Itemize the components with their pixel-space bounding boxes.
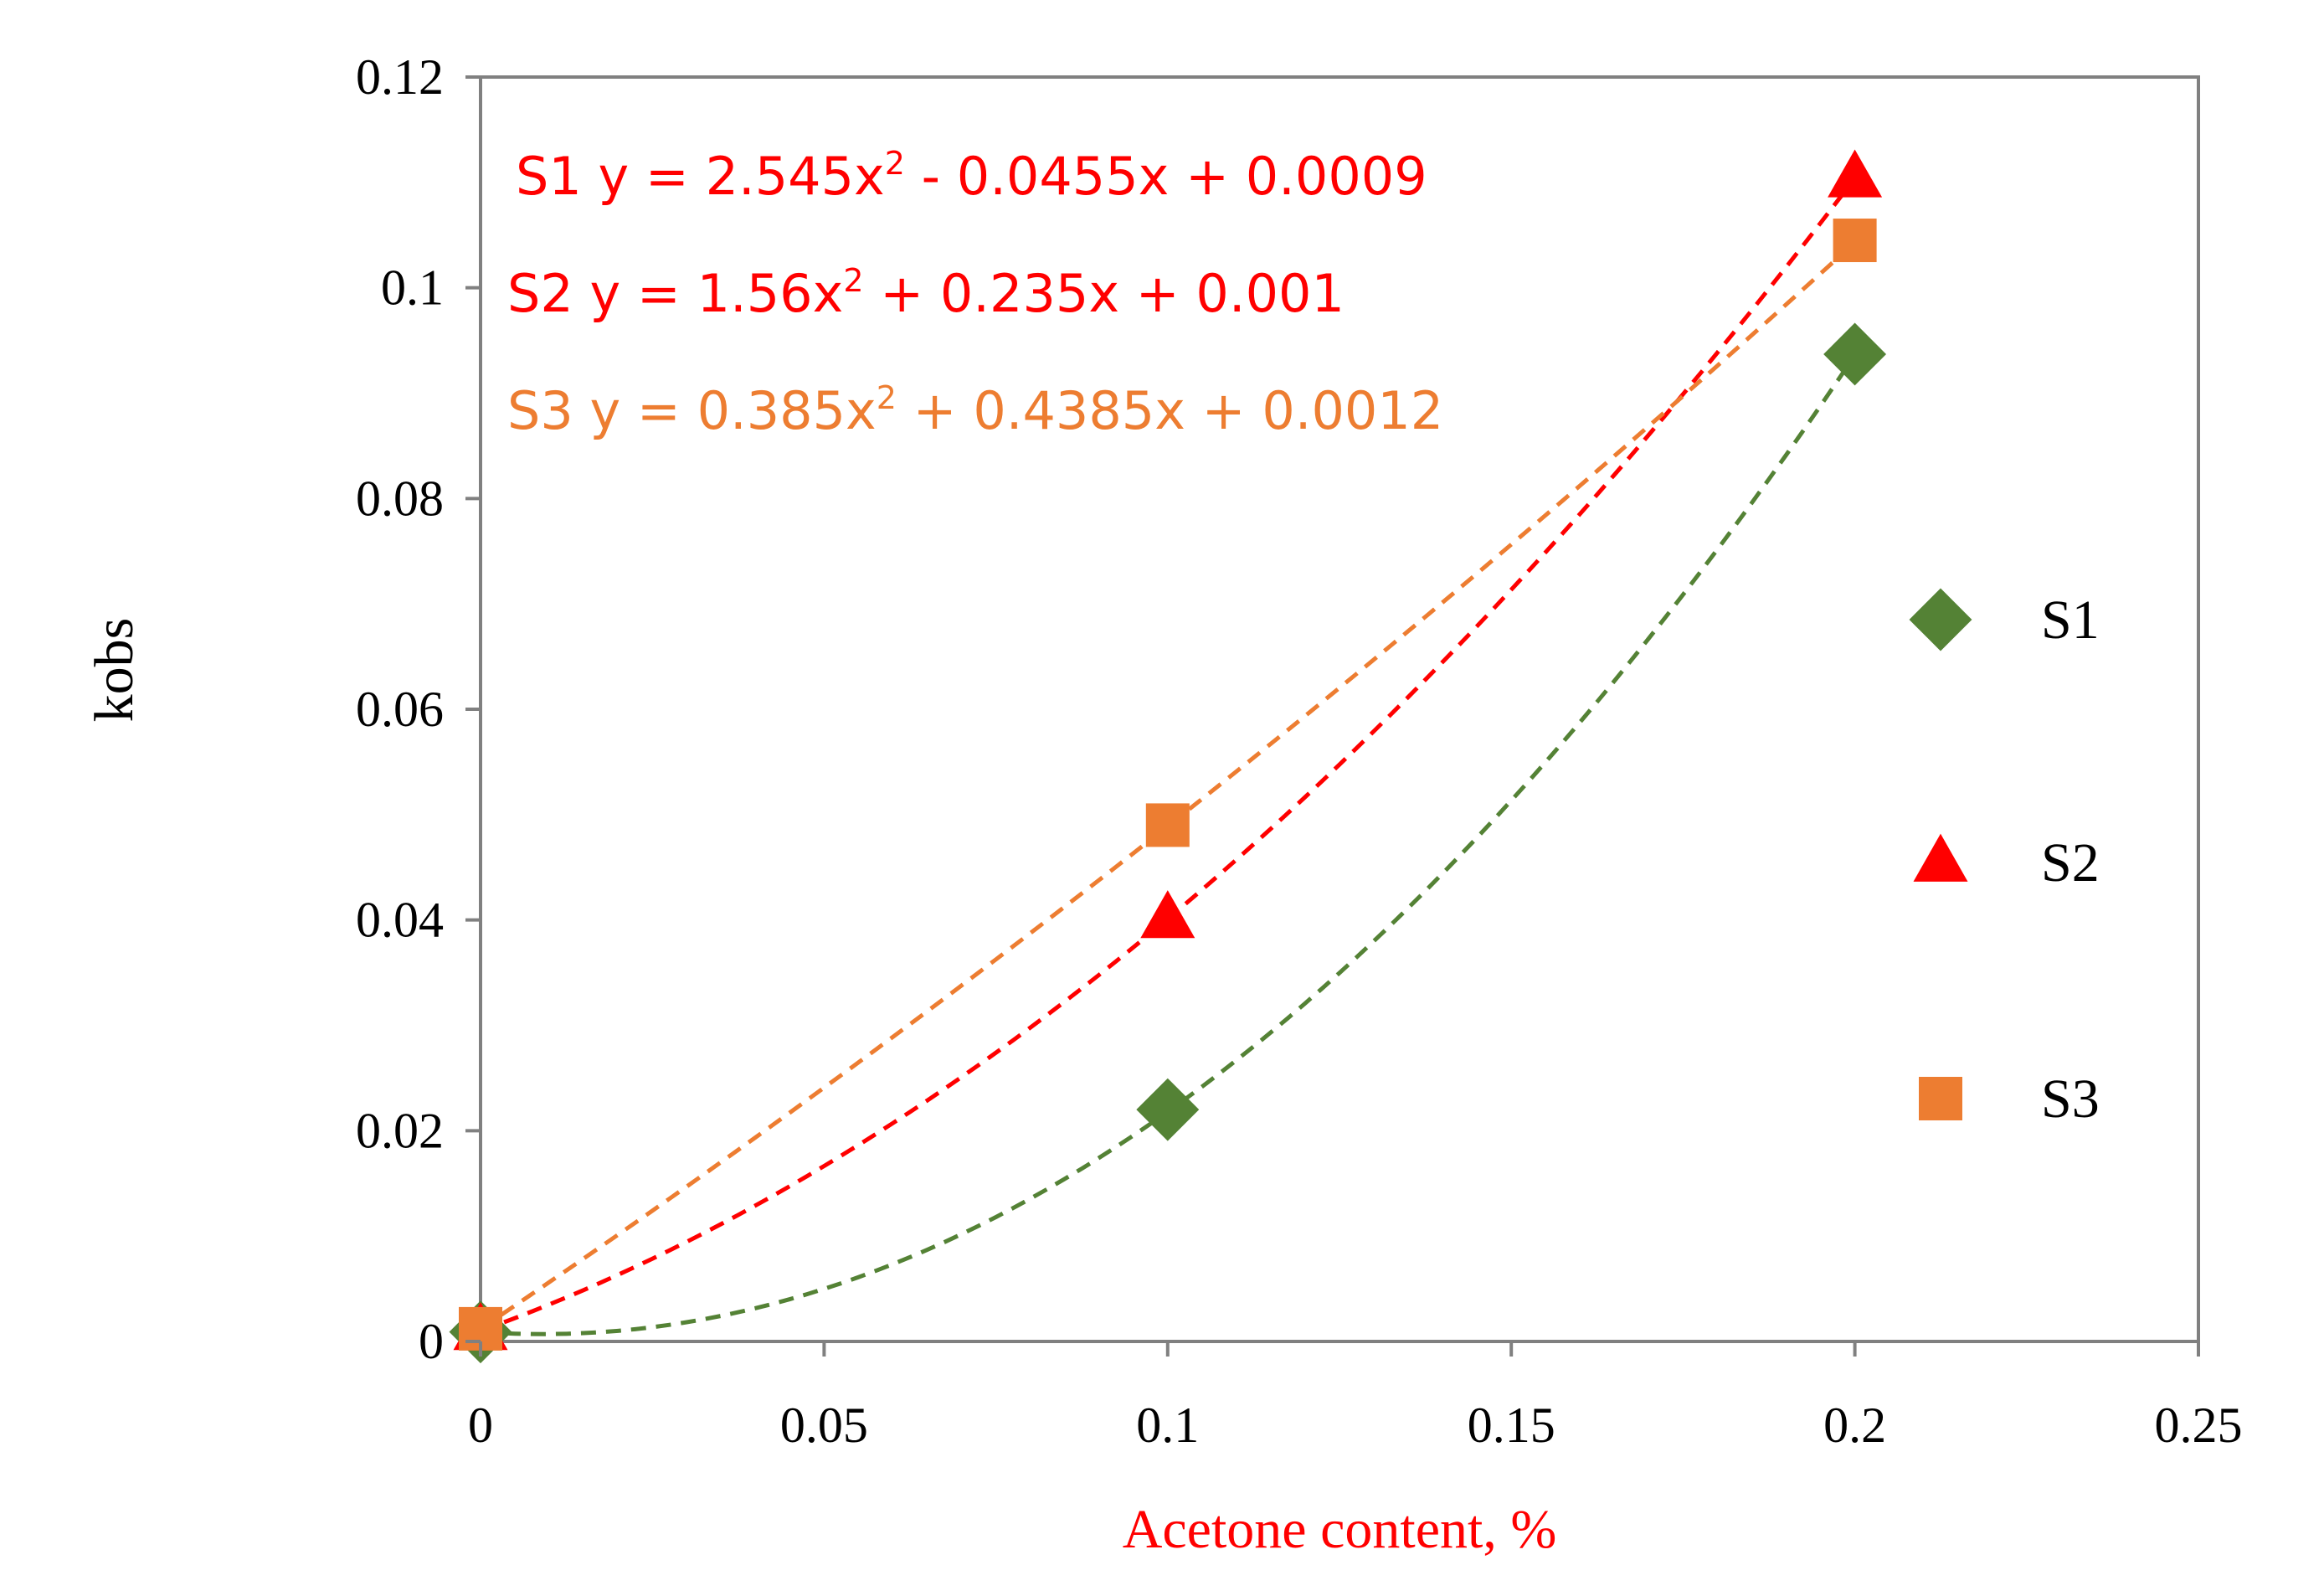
legend: S1 S2 S3 — [1909, 588, 2100, 1130]
x-axis-ticks: 0 0.05 0.1 0.15 0.2 0.25 — [468, 1341, 2243, 1453]
data-markers — [449, 149, 1887, 1364]
y-tick-label: 0.04 — [356, 893, 444, 948]
point-s3 — [1145, 803, 1190, 847]
y-axis-title: kobs — [84, 618, 145, 723]
point-s2 — [1828, 149, 1883, 198]
y-tick-label: 0.1 — [381, 260, 444, 316]
equation-s1: S1 y = 2.545x2 - 0.0455x + 0.0009 — [516, 145, 1427, 207]
plot-area — [479, 75, 2200, 1343]
y-tick-label: 0.08 — [356, 471, 444, 526]
y-tick-label: 0 — [419, 1314, 444, 1369]
point-s1 — [1823, 322, 1887, 386]
legend-marker-s2 — [1913, 833, 1968, 882]
x-axis-title: Acetone content, % — [1123, 1499, 1557, 1560]
x-tick-label: 0.25 — [2155, 1398, 2243, 1453]
legend-marker-s1 — [1909, 588, 1972, 651]
x-tick-label: 0 — [468, 1398, 493, 1453]
y-axis-ticks: 0 0.02 0.04 0.06 0.08 0.1 0.12 — [356, 49, 481, 1369]
equation-s3: S3 y = 0.385x2 + 0.4385x + 0.0012 — [507, 379, 1443, 441]
x-tick-label: 0.2 — [1823, 1398, 1886, 1453]
legend-label-s1: S1 — [2041, 589, 2100, 651]
x-tick-label: 0.1 — [1136, 1398, 1199, 1453]
legend-label-s2: S2 — [2041, 832, 2100, 893]
point-s3 — [1833, 219, 1877, 263]
trendline-s3 — [479, 240, 1857, 1331]
y-tick-label: 0.02 — [356, 1103, 444, 1158]
point-s1 — [1136, 1078, 1200, 1141]
y-tick-label: 0.12 — [356, 49, 444, 105]
legend-marker-s3 — [1919, 1077, 1962, 1120]
x-tick-label: 0.05 — [780, 1398, 868, 1453]
x-tick-label: 0.15 — [1468, 1398, 1555, 1453]
y-tick-label: 0.06 — [356, 682, 444, 737]
legend-label-s3: S3 — [2041, 1068, 2100, 1130]
point-s2 — [1140, 890, 1195, 939]
trendline-equations: S1 y = 2.545x2 - 0.0455x + 0.0009 S2 y = … — [507, 145, 1443, 441]
equation-s2: S2 y = 1.56x2 + 0.235x + 0.001 — [507, 262, 1345, 324]
